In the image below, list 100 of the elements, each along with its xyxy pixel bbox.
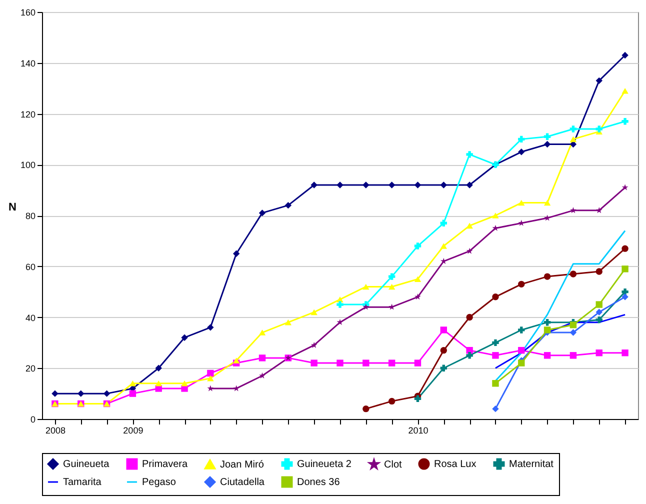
x-tick-label: 2008: [45, 426, 66, 436]
point: [440, 346, 448, 354]
point: [388, 304, 396, 310]
point: [440, 220, 448, 226]
y-tick-label: 160: [20, 8, 36, 18]
point: [388, 360, 396, 366]
point: [596, 126, 602, 132]
point: [622, 245, 628, 252]
point: [310, 360, 318, 366]
legend-label: Tamarita: [63, 477, 102, 488]
point: [258, 354, 266, 362]
point: [596, 207, 602, 214]
point: [570, 322, 577, 328]
y-tick-label: 100: [20, 160, 36, 170]
point: [207, 375, 214, 382]
point: [622, 350, 628, 356]
point: [181, 380, 188, 386]
y-tick-label: 20: [25, 364, 36, 374]
line-series: [494, 314, 626, 369]
point: [492, 212, 499, 218]
point: [388, 182, 396, 188]
x-tick-label: 2009: [123, 426, 144, 436]
y-tick-label: 60: [25, 262, 36, 272]
point: [414, 395, 422, 402]
point: [414, 360, 422, 366]
point: [466, 314, 473, 321]
point: [466, 248, 473, 254]
legend-label: Pegaso: [142, 477, 176, 488]
y-tick-label: 80: [25, 211, 36, 221]
point: [622, 88, 628, 94]
legend-label: Ciutadella: [220, 477, 265, 488]
legend-label: Guineueta: [63, 459, 110, 470]
point: [414, 242, 422, 250]
point: [440, 326, 448, 334]
point: [155, 380, 162, 386]
point: [336, 182, 344, 188]
point: [622, 288, 628, 296]
point: [362, 405, 370, 412]
point: [492, 380, 499, 387]
point: [362, 304, 370, 310]
point: [258, 330, 266, 336]
point: [622, 118, 628, 125]
point: [492, 224, 499, 231]
point: [544, 326, 551, 334]
point: [310, 182, 318, 188]
point: [544, 318, 551, 326]
y-axis-title: N: [8, 202, 17, 214]
point: [544, 140, 551, 148]
point: [362, 360, 370, 366]
point: [518, 200, 525, 206]
point: [388, 284, 396, 290]
point: [492, 339, 499, 346]
point: [544, 133, 551, 140]
point: [414, 294, 421, 300]
point: [570, 352, 577, 359]
point: [492, 405, 499, 412]
point: [622, 52, 628, 59]
point: [414, 182, 422, 188]
point: [466, 352, 473, 359]
point: [596, 77, 602, 84]
point: [103, 390, 110, 397]
point: [414, 276, 422, 282]
point: [492, 352, 499, 359]
point: [518, 346, 525, 354]
point: [388, 273, 396, 280]
point: [492, 294, 499, 300]
point: [284, 202, 292, 209]
point: [440, 182, 448, 188]
point: [259, 372, 266, 378]
y-tick-label: 0: [30, 414, 36, 424]
point: [207, 324, 214, 331]
point: [518, 326, 525, 334]
point: [570, 270, 577, 278]
point: [336, 301, 344, 308]
point: [622, 294, 628, 300]
point: [129, 380, 136, 386]
point: [362, 182, 370, 188]
point: [232, 358, 240, 364]
point: [155, 364, 162, 372]
point: [570, 207, 576, 214]
legend-label: Dones 36: [297, 477, 340, 488]
y-tick-label: 40: [25, 312, 36, 323]
point: [440, 364, 448, 372]
point: [518, 360, 525, 366]
point: [466, 182, 473, 188]
point: [518, 136, 525, 143]
point: [207, 385, 214, 392]
point: [596, 301, 602, 308]
point: [570, 126, 577, 132]
legend-label: Rosa Lux: [434, 459, 476, 470]
point: [258, 210, 266, 216]
point: [570, 136, 577, 142]
point: [232, 250, 240, 258]
point: [78, 390, 84, 397]
point: [596, 316, 602, 324]
point: [544, 352, 551, 359]
point: [310, 342, 318, 348]
y-tick-label: 120: [20, 109, 36, 120]
legend-label: Maternitat: [509, 459, 554, 470]
point: [466, 151, 473, 158]
